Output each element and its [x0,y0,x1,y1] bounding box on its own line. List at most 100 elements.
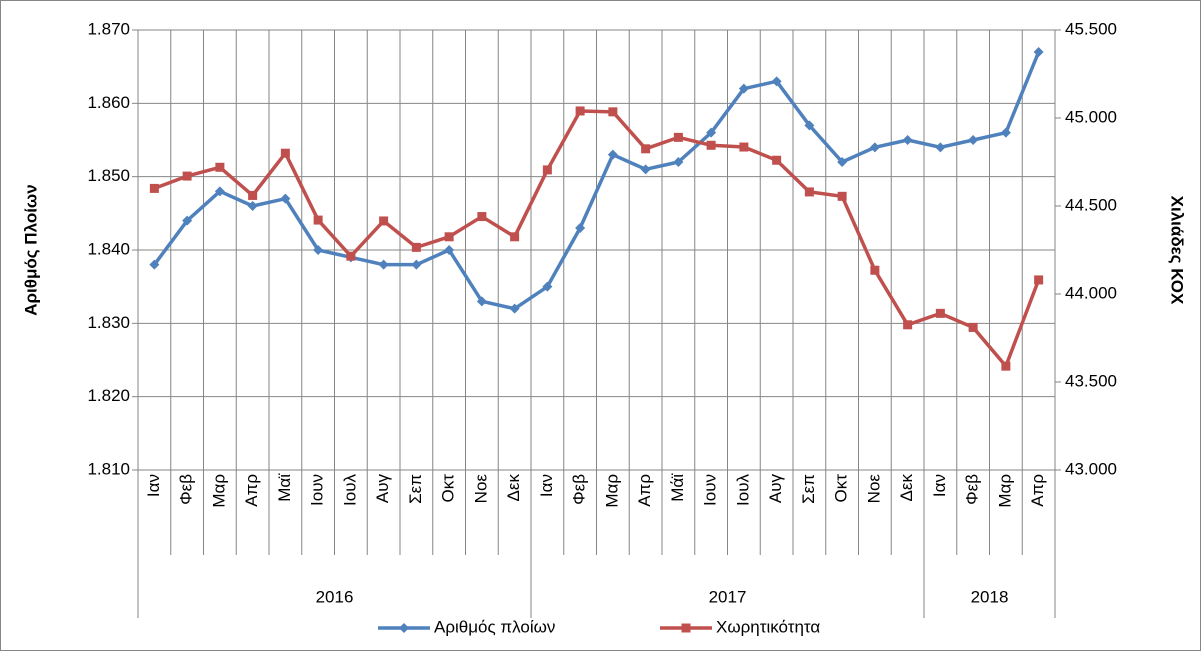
marker [1001,361,1011,371]
marker [411,259,422,270]
x-tick-label: Οκτ [832,474,851,503]
x-tick-label: Οκτ [439,474,458,503]
marker [182,171,192,181]
marker [869,142,880,153]
x-tick-label: Αυγ [766,474,785,504]
marker [214,186,225,197]
x-tick-label: Ιουλ [340,474,359,506]
marker [476,296,487,307]
y-tick-label: 1.850 [87,166,130,185]
group-label: 2016 [316,587,354,606]
x-tick-label: Απρ [635,474,654,507]
marker [182,215,193,226]
marker [607,149,618,160]
x-tick-label: Φεβ [177,474,196,505]
marker [280,193,291,204]
y2-tick-label: 45.000 [1065,107,1117,126]
marker [903,320,913,330]
y2-tick-label: 43.500 [1065,371,1117,390]
y2-tick-label: 44.500 [1065,195,1117,214]
y-axis-label: Αριθμός Πλοίων [21,184,40,316]
x-tick-label: Νοε [471,474,490,504]
marker [738,83,749,94]
y2-tick-label: 43.000 [1065,459,1117,478]
marker [379,216,389,226]
y2-tick-label: 44.000 [1065,283,1117,302]
marker [706,140,716,150]
marker [313,245,324,255]
marker [444,232,454,242]
y-tick-label: 1.810 [87,459,130,478]
marker [542,165,552,175]
y-tick-label: 1.820 [87,386,130,405]
x-tick-label: Ιουν [308,474,327,506]
marker [739,142,749,152]
marker [247,201,258,211]
x-tick-label: Μαρ [602,474,621,508]
marker [837,191,847,201]
marker [149,259,160,270]
x-tick-label: Ιαν [537,474,556,497]
x-tick-label: Φεβ [570,474,589,505]
marker [477,212,487,222]
marker [313,215,323,225]
y2-tick-label: 45.500 [1065,19,1117,38]
marker [673,157,684,167]
marker [1033,47,1044,57]
marker [149,183,159,193]
x-tick-label: Ιουλ [733,474,752,506]
x-tick-label: Ιαν [930,474,949,497]
marker [771,76,782,87]
legend-label: Χωρητικότητα [716,617,820,636]
marker [510,232,520,242]
marker [1034,275,1044,285]
marker [509,303,520,314]
x-tick-label: Σεπ [406,474,425,504]
x-tick-label: Δεκ [504,474,523,502]
marker [280,148,290,158]
x-tick-label: Μάϊ [668,473,687,502]
marker [935,308,945,318]
x-tick-label: Απρ [1028,474,1047,507]
marker [706,127,717,138]
series-line [153,109,1041,368]
x-tick-label: Μαρ [209,474,228,508]
marker [902,135,913,145]
marker [542,281,553,292]
marker [837,157,848,167]
x-tick-label: Σεπ [799,474,818,504]
group-label: 2018 [971,587,1009,606]
marker [681,623,691,633]
marker [608,107,618,117]
marker [968,322,978,332]
group-label: 2017 [709,587,747,606]
y-tick-label: 1.870 [87,19,130,38]
marker [968,135,979,145]
x-tick-label: Αυγ [373,474,392,504]
y-tick-label: 1.860 [87,93,130,112]
series-line [152,51,1041,311]
x-tick-label: Απρ [242,474,261,507]
marker [641,144,651,154]
x-tick-label: Νοε [864,474,883,504]
x-tick-label: Μαρ [995,474,1014,508]
marker [575,106,585,116]
marker [248,190,258,200]
marker [411,242,421,252]
marker [215,162,225,172]
x-tick-label: Ιαν [144,474,163,497]
x-tick-label: Ιουν [701,474,720,506]
marker [399,623,409,633]
x-tick-label: Μαϊ [275,473,294,502]
marker [575,223,586,233]
marker [378,259,389,270]
marker [1000,127,1011,138]
marker [870,265,880,275]
y2-axis-label: Χιλιάδες ΚΟΧ [1168,196,1187,305]
y-tick-label: 1.840 [87,239,130,258]
marker [804,187,814,197]
marker [640,164,651,175]
y-tick-label: 1.830 [87,313,130,332]
